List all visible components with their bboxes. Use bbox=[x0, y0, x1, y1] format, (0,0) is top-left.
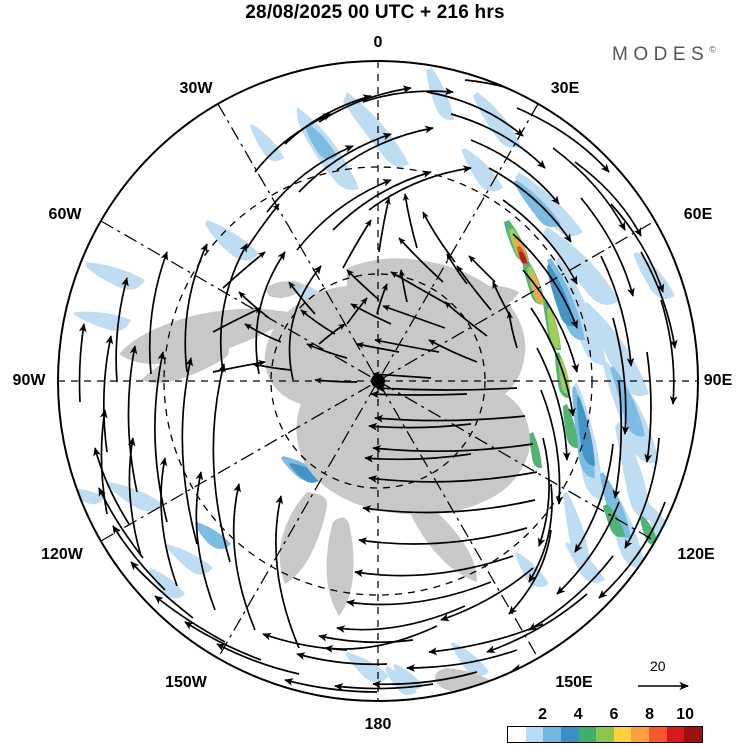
colorbar-swatch-7 bbox=[631, 727, 650, 742]
lon-label-150w: 150W bbox=[165, 674, 207, 691]
lon-label-90e: 90E bbox=[703, 372, 733, 389]
vector-scale-value: 20 bbox=[650, 658, 666, 674]
lon-label-90w: 90W bbox=[12, 372, 46, 389]
colorbar-swatch-1 bbox=[525, 727, 544, 742]
wind-vector-layer bbox=[78, 79, 678, 693]
colorbar-swatch-6 bbox=[613, 727, 632, 742]
colorbar-swatch-0 bbox=[508, 727, 526, 742]
map-canvas bbox=[57, 60, 699, 702]
colorbar-swatch-5 bbox=[596, 727, 614, 742]
colorbar-swatch-10 bbox=[684, 727, 703, 742]
colorbar-tick-2: 2 bbox=[538, 706, 548, 723]
modes-logo-text: MODES bbox=[612, 44, 710, 65]
globe-outline bbox=[57, 60, 699, 702]
colorbar-swatch-8 bbox=[649, 727, 667, 742]
colorbar-tick-6: 6 bbox=[609, 706, 619, 723]
colorbar-tick-4: 4 bbox=[573, 706, 583, 723]
lon-label-30w: 30W bbox=[179, 80, 213, 97]
lon-label-0: 0 bbox=[373, 34, 383, 51]
colorbar bbox=[507, 726, 703, 743]
lon-label-120e: 120E bbox=[677, 546, 715, 563]
copyright-icon: © bbox=[709, 44, 716, 55]
lon-label-180: 180 bbox=[364, 716, 392, 733]
polar-map bbox=[47, 52, 707, 712]
colorbar-swatch-9 bbox=[666, 727, 685, 742]
colorbar-swatch-2 bbox=[543, 727, 561, 742]
pole-marker bbox=[371, 374, 385, 388]
chart-title: 28/08/2025 00 UTC + 216 hrs bbox=[245, 2, 505, 23]
lon-label-150e: 150E bbox=[555, 674, 593, 691]
meridian-lines bbox=[58, 61, 698, 701]
colorbar-labels: 2 4 6 8 10 bbox=[507, 706, 703, 726]
colorbar-swatch-4 bbox=[578, 727, 597, 742]
lon-label-30e: 30E bbox=[550, 80, 580, 97]
colorbar-swatch-3 bbox=[560, 727, 579, 742]
lon-label-60w: 60W bbox=[48, 206, 82, 223]
modes-logo: MODES© bbox=[612, 44, 716, 66]
vector-scale-legend: 20 bbox=[636, 658, 716, 702]
colorbar-tick-8: 8 bbox=[645, 706, 654, 723]
colorbar-tick-10: 10 bbox=[676, 706, 695, 723]
map-contents bbox=[58, 61, 698, 701]
lon-label-120w: 120W bbox=[41, 546, 83, 563]
vector-scale-arrow bbox=[638, 681, 689, 691]
lon-label-60e: 60E bbox=[683, 206, 713, 223]
